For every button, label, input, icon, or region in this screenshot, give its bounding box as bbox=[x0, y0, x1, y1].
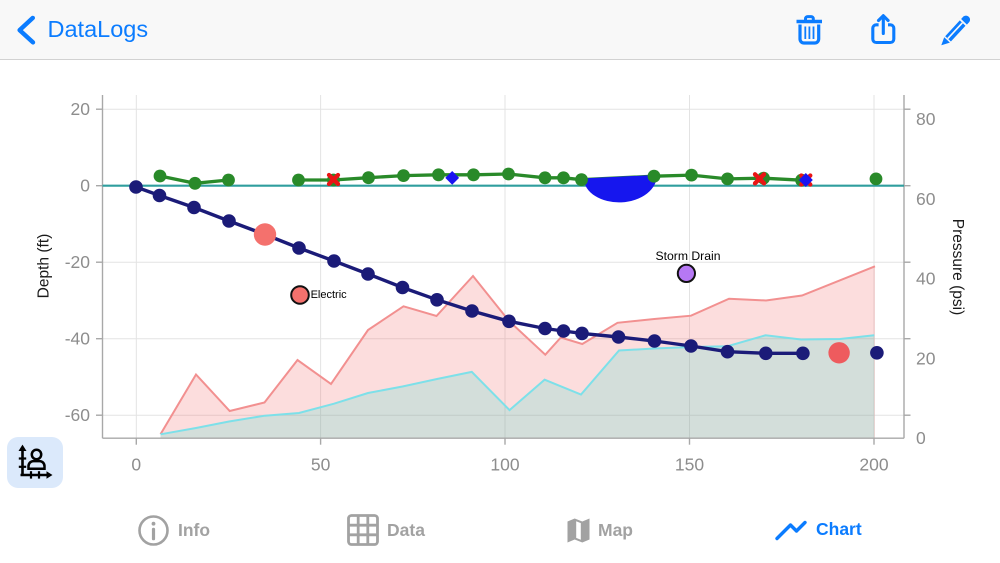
svg-text:80: 80 bbox=[916, 109, 936, 129]
svg-text:Depth (ft): Depth (ft) bbox=[36, 234, 53, 299]
svg-text:150: 150 bbox=[675, 455, 704, 475]
svg-text:Pressure (psi): Pressure (psi) bbox=[949, 219, 966, 315]
svg-text:40: 40 bbox=[916, 269, 936, 289]
svg-text:-60: -60 bbox=[65, 405, 91, 425]
svg-text:200: 200 bbox=[859, 455, 888, 475]
svg-text:0: 0 bbox=[131, 455, 141, 475]
svg-text:60: 60 bbox=[916, 189, 936, 209]
svg-text:-20: -20 bbox=[65, 252, 91, 272]
svg-text:20: 20 bbox=[916, 348, 936, 368]
svg-text:0: 0 bbox=[916, 428, 926, 448]
svg-text:-40: -40 bbox=[65, 329, 91, 349]
svg-text:Electric: Electric bbox=[311, 289, 348, 301]
svg-text:20: 20 bbox=[71, 99, 91, 119]
svg-text:Storm Drain: Storm Drain bbox=[655, 249, 720, 263]
svg-text:0: 0 bbox=[80, 176, 90, 196]
svg-text:50: 50 bbox=[311, 455, 331, 475]
svg-text:100: 100 bbox=[490, 455, 519, 475]
